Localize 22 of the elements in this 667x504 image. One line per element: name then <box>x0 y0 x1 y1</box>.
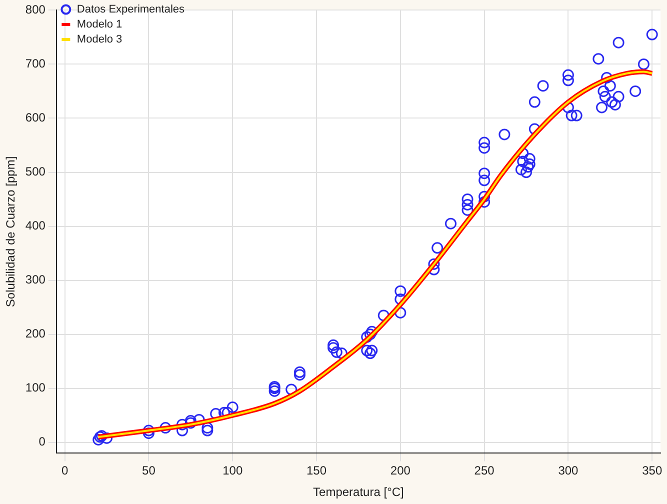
x-tick-label: 50 <box>142 464 156 478</box>
x-tick-label: 200 <box>390 464 411 478</box>
y-axis-title: Solubilidad de Cuarzo [ppm] <box>4 156 18 308</box>
y-tick-label: 700 <box>25 56 46 71</box>
legend-label: Modelo 3 <box>76 34 122 46</box>
y-tick-label: 300 <box>25 272 46 287</box>
x-axis-title: Temperatura [°C] <box>313 485 404 500</box>
y-tick-label: 400 <box>25 218 46 233</box>
x-tick-label: 100 <box>222 464 243 478</box>
y-tick-label: 500 <box>25 164 46 179</box>
y-tick-label: 100 <box>25 380 46 395</box>
x-tick-label: 250 <box>474 464 495 478</box>
x-tick-label: 350 <box>642 464 662 478</box>
y-tick-label: 0 <box>38 434 46 449</box>
y-tick-label: 800 <box>25 2 46 17</box>
y-tick-label: 600 <box>25 110 46 125</box>
x-tick-label: 0 <box>61 464 68 478</box>
legend-label: Modelo 1 <box>76 18 122 31</box>
y-tick-label: 200 <box>25 326 46 341</box>
x-tick-label: 300 <box>558 464 579 478</box>
legend-label: Datos Experimentales <box>76 4 186 16</box>
x-tick-label: 150 <box>306 464 327 478</box>
